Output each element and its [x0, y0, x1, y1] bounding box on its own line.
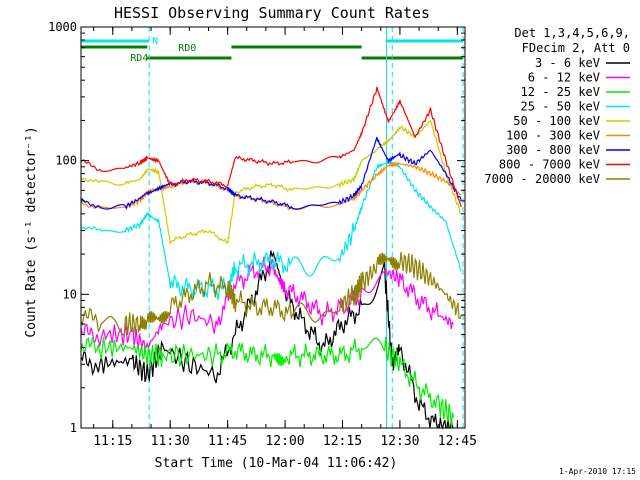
- legend-entry-label: 6 - 12 keV: [528, 71, 600, 85]
- legend-entry-label: 50 - 100 keV: [513, 114, 600, 128]
- y-tick-label: 1000: [48, 20, 77, 34]
- legend-entry-label: 7000 - 20000 keV: [484, 172, 600, 186]
- x-tick-label: 12:45: [438, 434, 477, 449]
- y-axis: 1 10 100 1000: [48, 20, 465, 435]
- series-line-7: [80, 86, 462, 208]
- legend-header-line-1: Det 1,3,4,5,6,9,: [514, 26, 630, 40]
- series-line-6: [80, 136, 462, 210]
- flag-label-RD4: RD4: [130, 53, 148, 64]
- x-tick-label: 12:00: [265, 434, 304, 449]
- legend-entry-label: 300 - 800 keV: [506, 143, 600, 157]
- flag-label-RD0: RD0: [178, 43, 196, 54]
- x-axis-label: Start Time (10-Mar-04 11:06:42): [155, 456, 398, 471]
- flag-label-N: N: [152, 36, 158, 47]
- x-tick-label: 11:45: [208, 434, 247, 449]
- legend-entry-label: 800 - 7000 keV: [499, 158, 600, 172]
- series-layer: [80, 86, 462, 430]
- x-tick-label: 11:30: [151, 434, 190, 449]
- legend-entry-label: 25 - 50 keV: [521, 100, 600, 114]
- series-line-1: [80, 256, 454, 351]
- legend: Det 1,3,4,5,6,9, FDecim 2, Att 0 3 - 6 k…: [484, 26, 630, 186]
- y-tick-label: 100: [55, 154, 77, 168]
- legend-header-line-2: FDecim 2, Att 0: [522, 41, 630, 55]
- series-line-8: [80, 251, 462, 338]
- y-tick-label: 10: [63, 287, 77, 301]
- legend-entry-label: 100 - 300 keV: [506, 129, 600, 143]
- footer-timestamp: 1-Apr-2010 17:15: [559, 467, 636, 476]
- x-tick-label: 11:15: [93, 434, 132, 449]
- y-tick-label: 1: [70, 421, 77, 435]
- legend-entry-label: 12 - 25 keV: [521, 85, 600, 99]
- x-tick-label: 12:30: [380, 434, 419, 449]
- x-tick-label: 12:15: [323, 434, 362, 449]
- series-line-4: [80, 120, 462, 246]
- x-axis: 11:15 11:30 11:45 12:00 12:15 12:30 12:45: [93, 27, 477, 449]
- legend-entry-label: 3 - 6 keV: [535, 56, 600, 70]
- series-line-2: [80, 336, 455, 428]
- y-axis-label: Count Rate (s⁻¹ detector⁻¹): [24, 126, 39, 337]
- plot-frame: [80, 26, 466, 429]
- series-line-3: [80, 158, 462, 301]
- chart-title: HESSI Observing Summary Count Rates: [114, 4, 430, 22]
- flag-bars: N RD0 RD4: [81, 36, 464, 64]
